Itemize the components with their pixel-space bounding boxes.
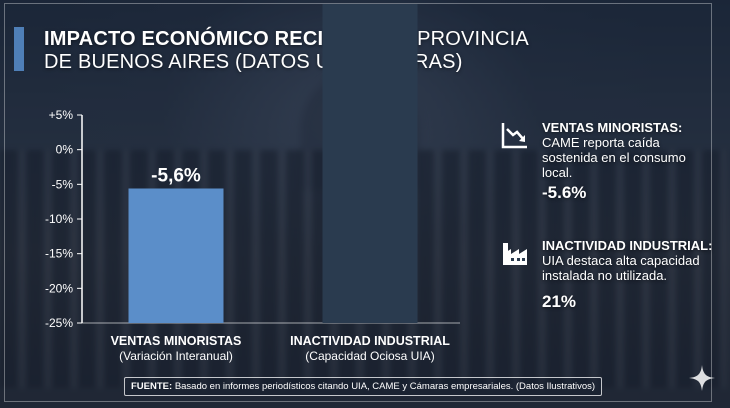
data-label: 21% xyxy=(351,0,389,2)
y-tick-label: -10% xyxy=(45,212,73,226)
trend-down-icon xyxy=(501,123,527,149)
category-sublabel: (Variación Interanual) xyxy=(119,349,233,363)
category-label: VENTAS MINORISTAS xyxy=(111,334,242,348)
y-tick-label: -5% xyxy=(52,177,74,191)
sparkle-icon xyxy=(689,365,715,391)
category-label: INACTIVIDAD INDUSTRIAL xyxy=(290,334,450,348)
source-note: FUENTE: Basado en informes periodísticos… xyxy=(124,377,603,396)
side-value: -5.6% xyxy=(542,183,587,202)
category-sublabel: (Capacidad Ociosa UIA) xyxy=(305,349,434,363)
y-tick-label: +5% xyxy=(49,108,74,122)
bar xyxy=(322,4,418,323)
y-tick-label: 0% xyxy=(56,143,74,157)
data-label: -5,6% xyxy=(151,165,201,186)
y-tick-label: -20% xyxy=(45,281,73,295)
title-rest: EN PROVINCIA xyxy=(383,28,529,50)
y-tick-label: -25% xyxy=(45,316,73,330)
side-body: UIA destaca alta capacidad instalada no … xyxy=(542,253,700,283)
content-frame xyxy=(4,3,712,402)
side-body: CAME reporta caída sostenida en el consu… xyxy=(542,135,686,180)
side-value: 21% xyxy=(542,292,577,311)
source-text: Basado en informes periodísticos citando… xyxy=(174,381,596,392)
side-heading: INACTIVIDAD INDUSTRIAL: xyxy=(542,238,713,253)
factory-icon xyxy=(503,243,527,265)
source-label: FUENTE: xyxy=(131,381,173,392)
y-tick-label: -15% xyxy=(45,247,73,261)
title-bold: IMPACTO ECONÓMICO RECIENTE xyxy=(44,28,378,50)
side-heading: VENTAS MINORISTAS: xyxy=(542,120,683,135)
bar xyxy=(128,188,224,323)
title-accent-bar xyxy=(14,27,24,71)
